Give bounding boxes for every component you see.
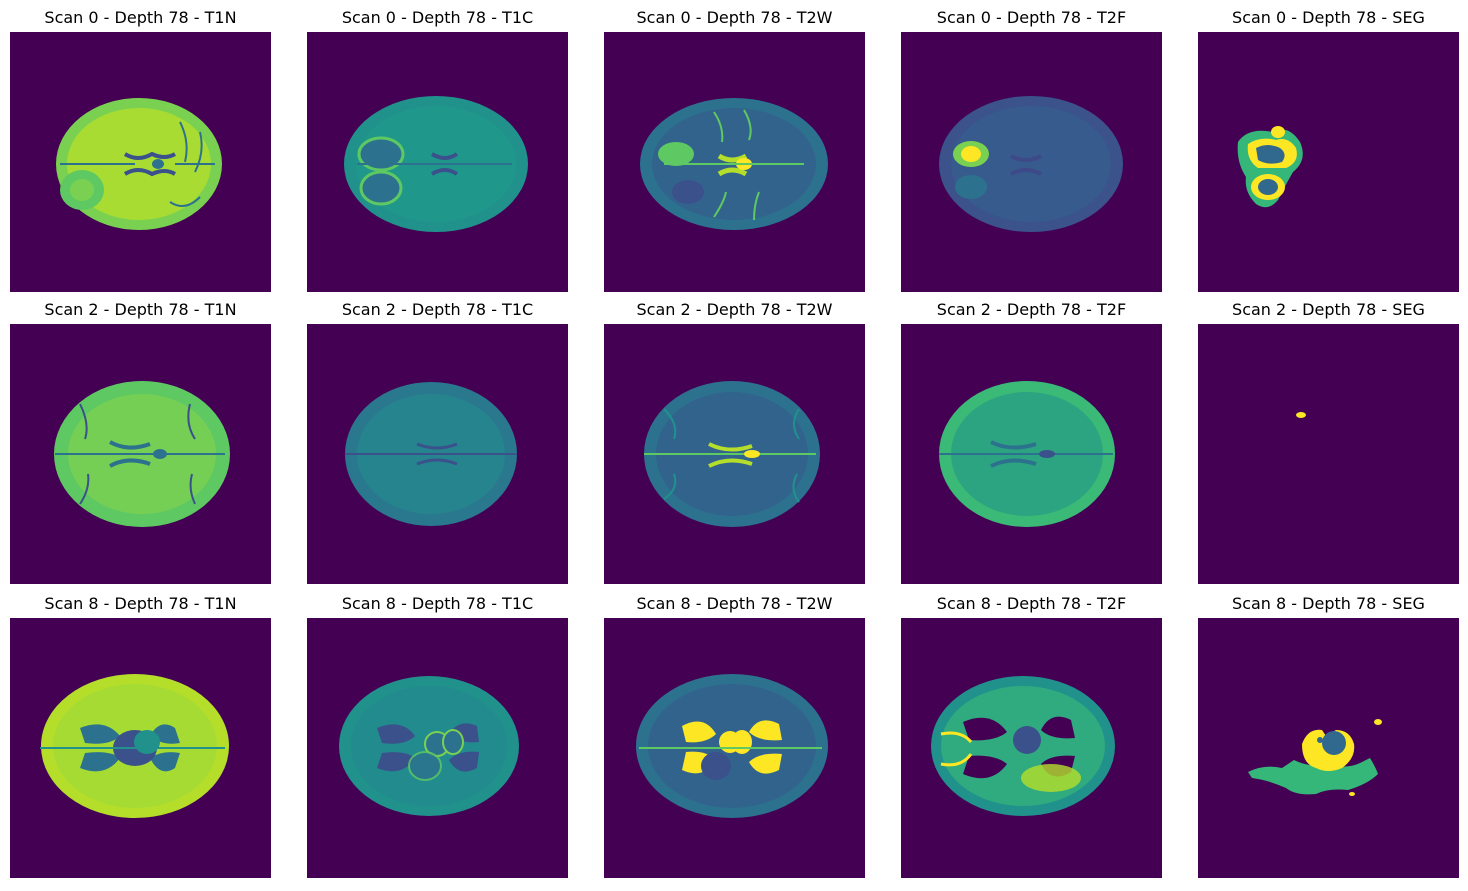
panel-title: Scan 0 - Depth 78 - SEG <box>1232 8 1425 27</box>
mri-slice-image <box>10 618 271 878</box>
panel-title: Scan 8 - Depth 78 - SEG <box>1232 594 1425 613</box>
panel-scan8-t2f: Scan 8 - Depth 78 - T2F <box>901 586 1162 878</box>
mri-slice-image <box>307 324 568 584</box>
mri-slice-image <box>901 618 1162 878</box>
panel-scan0-t2w: Scan 0 - Depth 78 - T2W <box>604 0 865 292</box>
mri-slice-image <box>307 32 568 292</box>
mri-slice-image <box>604 324 865 584</box>
panel-title: Scan 0 - Depth 78 - T1N <box>44 8 237 27</box>
panel-scan2-t1n: Scan 2 - Depth 78 - T1N <box>10 292 271 586</box>
panel-title: Scan 8 - Depth 78 - T2W <box>636 594 833 613</box>
mri-slice-image <box>901 32 1162 292</box>
panel-title: Scan 2 - Depth 78 - T2W <box>636 300 833 319</box>
panel-scan2-t1c: Scan 2 - Depth 78 - T1C <box>307 292 568 586</box>
panel-scan0-seg: Scan 0 - Depth 78 - SEG <box>1198 0 1459 292</box>
panel-scan2-t2f: Scan 2 - Depth 78 - T2F <box>901 292 1162 586</box>
mri-slice-image <box>10 324 271 584</box>
panel-title: Scan 0 - Depth 78 - T1C <box>341 8 534 27</box>
panel-scan8-t2w: Scan 8 - Depth 78 - T2W <box>604 586 865 878</box>
panel-scan0-t2f: Scan 0 - Depth 78 - T2F <box>901 0 1162 292</box>
mri-slice-image <box>604 32 865 292</box>
panel-scan8-t1n: Scan 8 - Depth 78 - T1N <box>10 586 271 878</box>
panel-scan8-seg: Scan 8 - Depth 78 - SEG <box>1198 586 1459 878</box>
panel-title: Scan 8 - Depth 78 - T1N <box>44 594 237 613</box>
panel-title: Scan 0 - Depth 78 - T2F <box>936 8 1127 27</box>
panel-title: Scan 8 - Depth 78 - T2F <box>936 594 1127 613</box>
panel-scan0-t1c: Scan 0 - Depth 78 - T1C <box>307 0 568 292</box>
mri-slice-image <box>10 32 271 292</box>
figure-grid: Scan 0 - Depth 78 - T1N Scan 0 - Depth 7… <box>10 0 1460 891</box>
panel-scan2-seg: Scan 2 - Depth 78 - SEG <box>1198 292 1459 586</box>
panel-title: Scan 2 - Depth 78 - T1N <box>44 300 237 319</box>
panel-title: Scan 8 - Depth 78 - T1C <box>341 594 534 613</box>
panel-title: Scan 2 - Depth 78 - SEG <box>1232 300 1425 319</box>
mri-slice-image <box>901 324 1162 584</box>
segmentation-mask-image <box>1198 324 1459 584</box>
mri-slice-image <box>604 618 865 878</box>
mri-slice-image <box>307 618 568 878</box>
panel-title: Scan 2 - Depth 78 - T1C <box>341 300 534 319</box>
panel-scan8-t1c: Scan 8 - Depth 78 - T1C <box>307 586 568 878</box>
segmentation-mask-image <box>1198 618 1459 878</box>
panel-scan2-t2w: Scan 2 - Depth 78 - T2W <box>604 292 865 586</box>
segmentation-mask-image <box>1198 32 1459 292</box>
panel-title: Scan 2 - Depth 78 - T2F <box>936 300 1127 319</box>
panel-title: Scan 0 - Depth 78 - T2W <box>636 8 833 27</box>
panel-scan0-t1n: Scan 0 - Depth 78 - T1N <box>10 0 271 292</box>
